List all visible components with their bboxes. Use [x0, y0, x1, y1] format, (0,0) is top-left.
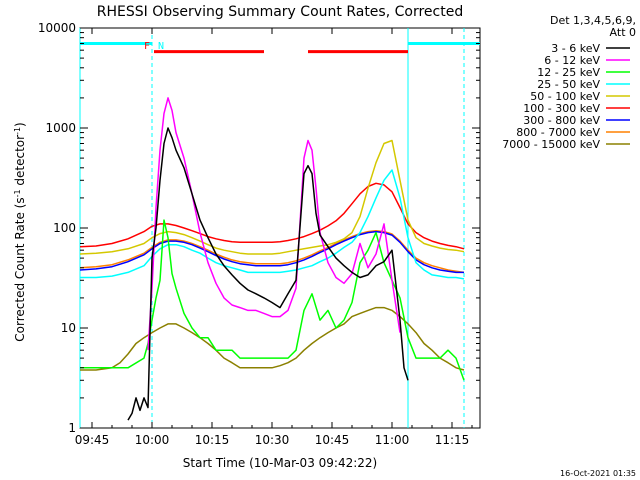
legend-label-1: 6 - 12 keV: [544, 54, 600, 67]
y-label-part-3: -1: [13, 127, 22, 135]
plot-frame: [79, 27, 481, 429]
y-tick-label-4: 10000: [38, 21, 76, 35]
flag-f: F: [144, 41, 150, 52]
x-tick-label-3: 10:30: [255, 433, 290, 447]
x-tick-label-6: 11:15: [435, 433, 470, 447]
x-tick-label-2: 10:15: [195, 433, 230, 447]
legend-label-6: 300 - 800 keV: [523, 114, 600, 127]
legend-header-0: Det 1,3,4,5,6,9,: [550, 14, 636, 27]
legend-label-7: 800 - 7000 keV: [516, 126, 600, 139]
x-axis-label: Start Time (10-Mar-03 09:42:22): [183, 456, 377, 470]
y-tick-label-3: 1000: [45, 121, 76, 135]
y-tick-label-0: 1: [68, 421, 76, 435]
y-label-part-4: ): [13, 122, 27, 127]
series-line-4: [79, 139, 465, 255]
y-axis-label: Corrected Count Rate (s-1 detector-1): [13, 122, 28, 341]
x-axis-ticks: 09:45 10:00 10:15 10:30 10:45 11:00 11:15: [75, 28, 473, 447]
generation-timestamp: 16-Oct-2021 01:35: [560, 469, 636, 478]
y-label-part-2: detector: [13, 135, 27, 190]
x-tick-label-5: 11:00: [375, 433, 410, 447]
legend-label-4: 50 - 100 keV: [530, 90, 600, 103]
chart-title: RHESSI Observing Summary Count Rates, Co…: [97, 4, 463, 20]
series-line-0: [127, 127, 409, 421]
series-line-1: [147, 97, 401, 351]
y-label-part-0: Corrected Count Rate (s: [13, 197, 27, 341]
series-line-2: [80, 219, 465, 381]
series-line-6: [79, 230, 464, 274]
legend-header-1: Att 0: [610, 26, 636, 39]
x-tick-label-0: 09:45: [75, 433, 110, 447]
series-line-8: [80, 306, 465, 371]
series-line-3: [80, 169, 465, 280]
series-line-5: [79, 182, 465, 250]
legend-label-3: 25 - 50 keV: [537, 78, 600, 91]
x-tick-label-1: 10:00: [135, 433, 170, 447]
y-tick-label-1: 10: [61, 321, 76, 335]
series-line-7: [79, 229, 465, 274]
y-label-part-1: -1: [13, 189, 22, 197]
y-axis-ticks: 1 10 100 1000 10000: [38, 21, 480, 435]
x-tick-label-4: 10:45: [315, 433, 350, 447]
legend-label-0: 3 - 6 keV: [551, 42, 600, 55]
flag-n: N: [158, 41, 164, 52]
legend-label-2: 12 - 25 keV: [537, 66, 600, 79]
legend-label-5: 100 - 300 keV: [523, 102, 600, 115]
legend-label-8: 7000 - 15000 keV: [502, 138, 600, 151]
y-tick-label-2: 100: [53, 221, 76, 235]
